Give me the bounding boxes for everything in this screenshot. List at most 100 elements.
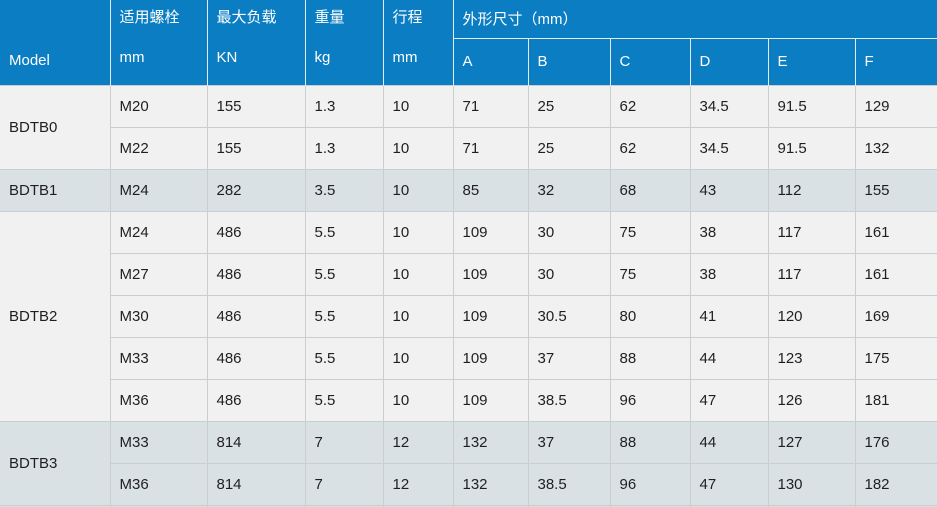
cell: 10 xyxy=(383,294,454,337)
cell: 3.5 xyxy=(305,168,384,211)
header-model-label: Model xyxy=(9,51,50,69)
cell: 486 xyxy=(207,336,306,379)
cell: 132 xyxy=(855,126,937,169)
cell: 155 xyxy=(855,168,937,211)
header-col-weight: 重量 kg xyxy=(305,0,384,85)
cell: 5.5 xyxy=(305,210,384,253)
model-cell: BDTB2 xyxy=(0,210,111,421)
header-col-weight-name: 重量 xyxy=(314,9,345,26)
cell: 62 xyxy=(610,126,691,169)
cell: 181 xyxy=(855,378,937,421)
cell: 155 xyxy=(207,126,306,169)
cell: 88 xyxy=(610,336,691,379)
cell: 44 xyxy=(690,336,769,379)
cell: 12 xyxy=(383,462,454,505)
model-cell: BDTB3 xyxy=(0,420,111,505)
cell: 12 xyxy=(383,420,454,463)
strip-cell xyxy=(0,504,111,507)
cell: M22 xyxy=(110,126,208,169)
cell: 5.5 xyxy=(305,378,384,421)
cell: 43 xyxy=(690,168,769,211)
cell: 62 xyxy=(610,84,691,127)
table-row: M30 486 5.5 10 109 30.5 80 41 120 169 xyxy=(0,294,937,337)
cell: 10 xyxy=(383,210,454,253)
cell: 10 xyxy=(383,168,454,211)
cell: 5.5 xyxy=(305,294,384,337)
cell: 7 xyxy=(305,462,384,505)
cell: 126 xyxy=(768,378,856,421)
cell: 75 xyxy=(610,252,691,295)
header-col-bolt: 适用螺栓 mm xyxy=(110,0,208,85)
cell: 109 xyxy=(453,336,529,379)
strip-cell xyxy=(207,504,306,507)
cell: M30 xyxy=(110,294,208,337)
cell: 7 xyxy=(305,420,384,463)
table-row: M27 486 5.5 10 109 30 75 38 117 161 xyxy=(0,252,937,295)
cell: 282 xyxy=(207,168,306,211)
cell: 182 xyxy=(855,462,937,505)
cell: 129 xyxy=(855,84,937,127)
cell: 169 xyxy=(855,294,937,337)
cell: 486 xyxy=(207,210,306,253)
table-row: BDTB1 M24 282 3.5 10 85 32 68 43 112 155 xyxy=(0,168,937,211)
strip-cell xyxy=(453,504,529,507)
cell: 109 xyxy=(453,210,529,253)
cell: 127 xyxy=(768,420,856,463)
cell: 41 xyxy=(690,294,769,337)
header-dim-d: D xyxy=(690,38,769,85)
cell: 161 xyxy=(855,210,937,253)
header-dim-e: E xyxy=(768,38,856,85)
strip-cell xyxy=(528,504,611,507)
cell: 161 xyxy=(855,252,937,295)
cell: 10 xyxy=(383,126,454,169)
bottom-strip xyxy=(0,504,937,507)
table-row: BDTB3 M33 814 7 12 132 37 88 44 127 176 xyxy=(0,420,937,505)
cell: 88 xyxy=(610,420,691,463)
cell: 30 xyxy=(528,252,611,295)
model-cell: BDTB0 xyxy=(0,84,111,169)
cell: 80 xyxy=(610,294,691,337)
cell: 32 xyxy=(528,168,611,211)
cell: 117 xyxy=(768,210,856,253)
cell: M33 xyxy=(110,420,208,463)
cell: 486 xyxy=(207,252,306,295)
cell: 96 xyxy=(610,462,691,505)
cell: 109 xyxy=(453,378,529,421)
cell: 10 xyxy=(383,378,454,421)
header-col-weight-unit: kg xyxy=(314,49,331,66)
cell: M36 xyxy=(110,378,208,421)
cell: 1.3 xyxy=(305,84,384,127)
cell: 30 xyxy=(528,210,611,253)
cell: 44 xyxy=(690,420,769,463)
cell: 47 xyxy=(690,378,769,421)
cell: M33 xyxy=(110,336,208,379)
strip-cell xyxy=(383,504,454,507)
header-col-stroke: 行程 mm xyxy=(383,0,454,85)
header-dimensions-label: 外形尺寸（mm） xyxy=(462,11,578,29)
table-header: Model 适用螺栓 mm 最大负载 KN 重量 kg 行程 mm xyxy=(0,0,937,85)
cell: 132 xyxy=(453,462,529,505)
header-col-bolt-name: 适用螺栓 xyxy=(119,9,180,26)
cell: 37 xyxy=(528,336,611,379)
cell: 109 xyxy=(453,294,529,337)
table-row: M22 155 1.3 10 71 25 62 34.5 91.5 132 xyxy=(0,126,937,169)
header-dim-b: B xyxy=(528,38,611,85)
cell: 10 xyxy=(383,84,454,127)
cell: 120 xyxy=(768,294,856,337)
cell: 38 xyxy=(690,252,769,295)
table-row: BDTB2 M24 486 5.5 10 109 30 75 38 117 161 xyxy=(0,210,937,421)
cell: 75 xyxy=(610,210,691,253)
cell: 85 xyxy=(453,168,529,211)
cell: 109 xyxy=(453,252,529,295)
cell: 814 xyxy=(207,462,306,505)
cell: 130 xyxy=(768,462,856,505)
cell: 10 xyxy=(383,252,454,295)
cell: 68 xyxy=(610,168,691,211)
cell: M20 xyxy=(110,84,208,127)
table-row: M36 814 7 12 132 38.5 96 47 130 182 xyxy=(0,462,937,505)
header-col-load: 最大负载 KN xyxy=(207,0,306,85)
cell: 175 xyxy=(855,336,937,379)
cell: 71 xyxy=(453,84,529,127)
